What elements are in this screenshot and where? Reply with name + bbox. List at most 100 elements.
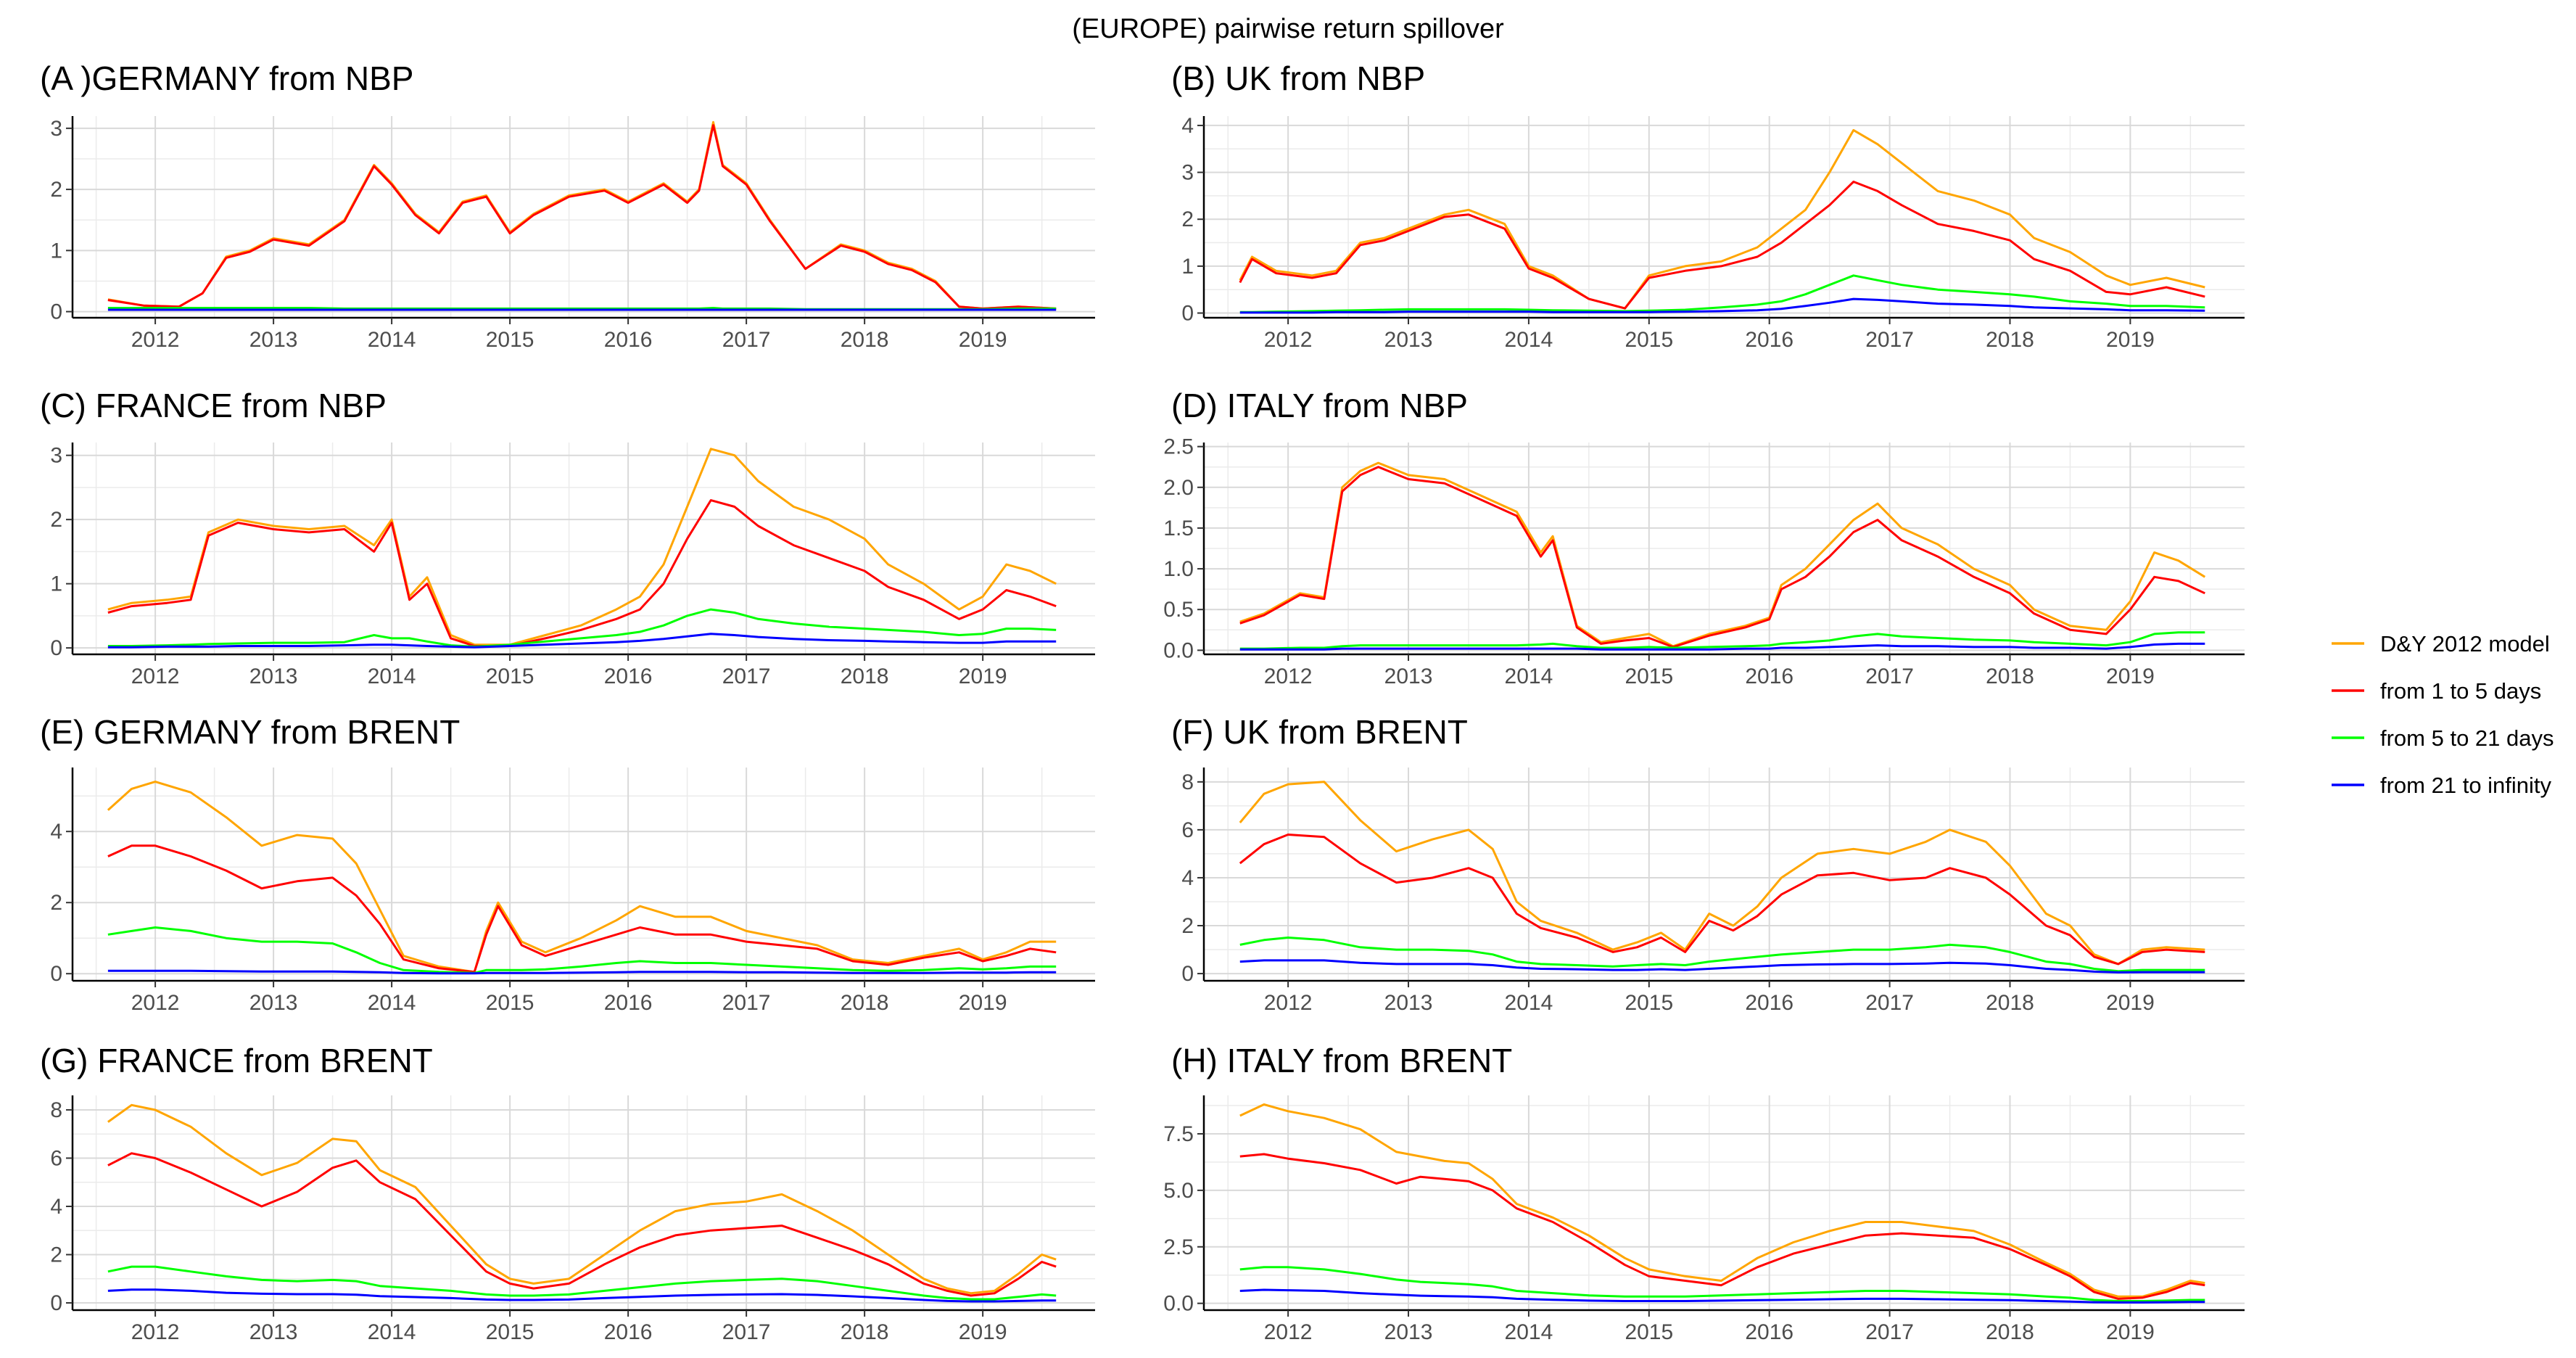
figure-title: (EUROPE) pairwise return spillover: [1072, 14, 1504, 44]
x-tick-label: 2017: [722, 664, 771, 688]
x-tick-label: 2012: [131, 328, 180, 352]
series-line-4: [107, 969, 1057, 975]
y-tick-label: 0: [50, 300, 62, 324]
x-tick-label: 2012: [131, 664, 180, 688]
x-tick-label: 2016: [604, 664, 653, 688]
y-tick-label: 3: [1181, 161, 1194, 185]
x-tick-label: 2013: [1384, 991, 1433, 1015]
series-line-3: [107, 926, 1057, 974]
series-line-3: [1239, 937, 2205, 973]
x-tick-label: 2016: [1745, 1320, 1793, 1344]
series-line-3: [107, 1265, 1057, 1301]
series-line-4: [107, 633, 1057, 649]
panel-title: (C) FRANCE from NBP: [40, 387, 387, 424]
legend-item: from 5 to 21 days: [2332, 725, 2554, 751]
legend-label: D&Y 2012 model: [2380, 631, 2550, 657]
x-tick-label: 2014: [1505, 1320, 1553, 1344]
x-tick-label: 2017: [722, 1320, 771, 1344]
y-tick-label: 6: [1181, 818, 1194, 842]
x-tick-label: 2012: [1264, 664, 1313, 688]
y-tick-label: 0: [50, 636, 62, 660]
x-tick-label: 2012: [131, 991, 180, 1015]
y-tick-label: 1.0: [1163, 557, 1194, 581]
legend-label: from 1 to 5 days: [2380, 678, 2541, 704]
panel-title: (H) ITALY from BRENT: [1171, 1042, 1512, 1079]
panel-3: (C) FRANCE from NBP 2012 2013 2014 2015 2016 2…: [40, 387, 1095, 688]
series-line-2: [1239, 181, 2205, 310]
x-tick-label: 2016: [604, 1320, 653, 1344]
y-tick-label: 8: [1181, 770, 1194, 794]
panel-title: (E) GERMANY from BRENT: [40, 713, 460, 751]
x-tick-label: 2018: [841, 991, 889, 1015]
legend: D&Y 2012 model from 1 to 5 days from 5 to …: [2332, 631, 2554, 798]
x-tick-label: 2015: [1625, 664, 1673, 688]
panel-title: (B) UK from NBP: [1171, 59, 1425, 97]
x-tick-label: 2014: [368, 328, 416, 352]
x-tick-label: 2014: [368, 991, 416, 1015]
x-tick-label: 2012: [1264, 328, 1313, 352]
x-tick-label: 2014: [368, 1320, 416, 1344]
x-tick-label: 2015: [486, 664, 534, 688]
series-line-2: [1239, 466, 2205, 649]
series-line-1: [1239, 1103, 2205, 1298]
x-tick-label: 2012: [1264, 991, 1313, 1015]
y-tick-label: 0.0: [1163, 1292, 1194, 1316]
x-tick-label: 2016: [604, 991, 653, 1015]
series-line-4: [1239, 959, 2205, 974]
series-line-2: [107, 124, 1057, 310]
series-line-2: [107, 499, 1057, 647]
x-tick-label: 2019: [2106, 991, 2155, 1015]
legend-item: D&Y 2012 model: [2332, 631, 2550, 657]
y-tick-label: 3: [50, 117, 62, 141]
series-line-2: [1239, 1153, 2205, 1300]
panel-4: (D) ITALY from NBP 2012 2013 2014 2015 2016 20…: [1163, 387, 2245, 688]
y-tick-label: 0: [1181, 962, 1194, 986]
y-tick-label: 1: [50, 572, 62, 596]
series-line-3: [1239, 631, 2205, 650]
x-tick-label: 2018: [1986, 1320, 2034, 1344]
x-tick-label: 2018: [841, 664, 889, 688]
series-line-3: [1239, 274, 2205, 313]
y-tick-label: 0: [50, 962, 62, 986]
series-line-2: [1239, 834, 2205, 966]
x-tick-label: 2014: [368, 664, 416, 688]
panel-8: (H) ITALY from BRENT 2012 2013 2014 2015 2016…: [1163, 1042, 2245, 1344]
x-tick-label: 2016: [604, 328, 653, 352]
x-tick-label: 2013: [1384, 328, 1433, 352]
y-tick-label: 7.5: [1163, 1122, 1194, 1146]
series-line-1: [1239, 781, 2205, 966]
y-tick-label: 8: [50, 1098, 62, 1122]
x-tick-label: 2018: [841, 328, 889, 352]
y-tick-label: 3: [50, 444, 62, 468]
x-tick-label: 2018: [841, 1320, 889, 1344]
x-tick-label: 2013: [249, 991, 298, 1015]
x-tick-label: 2013: [249, 664, 298, 688]
x-tick-label: 2019: [959, 664, 1007, 688]
x-tick-label: 2019: [959, 991, 1007, 1015]
y-tick-label: 2: [1181, 207, 1194, 231]
series-line-2: [107, 844, 1057, 974]
y-tick-label: 1: [1181, 255, 1194, 279]
legend-label: from 5 to 21 days: [2380, 725, 2554, 751]
panel-title: (D) ITALY from NBP: [1171, 387, 1468, 424]
y-tick-label: 2: [50, 1243, 62, 1267]
x-tick-label: 2015: [1625, 1320, 1673, 1344]
y-tick-label: 2.5: [1163, 1235, 1194, 1259]
y-tick-label: 1.5: [1163, 517, 1194, 540]
x-tick-label: 2019: [2106, 664, 2155, 688]
series-line-1: [1239, 461, 2206, 648]
x-tick-label: 2017: [722, 991, 771, 1015]
x-tick-label: 2014: [1505, 991, 1553, 1015]
series-line-4: [1239, 1288, 2205, 1304]
panel-title: (A )GERMANY from NBP: [40, 59, 413, 97]
y-tick-label: 5.0: [1163, 1179, 1194, 1203]
x-tick-label: 2015: [1625, 991, 1673, 1015]
y-tick-label: 4: [1181, 866, 1194, 890]
y-tick-label: 2: [1181, 914, 1194, 938]
x-tick-label: 2012: [131, 1320, 180, 1344]
x-tick-label: 2013: [1384, 664, 1433, 688]
x-tick-label: 2019: [959, 328, 1007, 352]
